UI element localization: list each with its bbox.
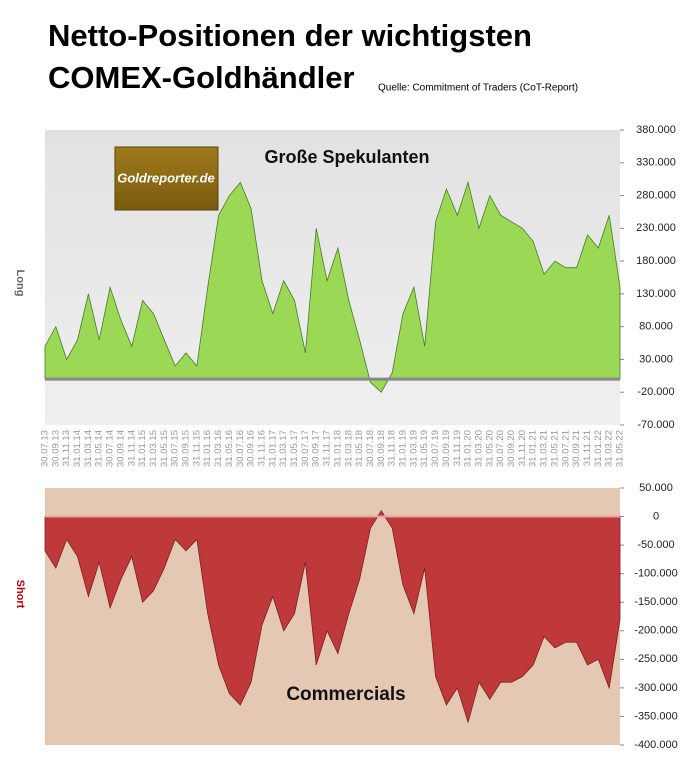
x-tick-label: 31.11.18 — [387, 430, 398, 466]
x-tick-label: 31.03.18 — [343, 430, 354, 467]
x-tick-label: 31.11.20 — [517, 430, 528, 466]
x-tick-label: 31.03.16 — [213, 430, 224, 467]
x-tick-label: 30.07.15 — [170, 430, 181, 467]
charts: 380.000 330.000 280.000 230.000 180.000 130.0… — [40, 124, 678, 751]
x-tick-label: 31.01.15 — [137, 430, 148, 467]
x-tick-label: 31.03.19 — [408, 430, 419, 467]
x-tick-label: 30.07.18 — [365, 430, 376, 467]
y-axis-label: Short — [14, 580, 26, 609]
y-tick-label: -350.000 — [634, 710, 677, 722]
annotation: Commercials — [286, 684, 405, 705]
y-tick-label: 380.000 — [636, 124, 676, 136]
chart-subtitle: COMEX-Goldhändler — [48, 60, 355, 95]
x-tick-label: 30.09.15 — [181, 430, 192, 467]
x-tick-label: 31.01.16 — [202, 430, 213, 467]
x-tick-label: 31.11.13 — [61, 430, 72, 466]
y-tick-label: 80.000 — [639, 321, 673, 333]
x-tick-label: 31.05.17 — [289, 430, 300, 467]
x-tick-label: 30.07.19 — [430, 430, 441, 467]
chart-title: Netto-Positionen der wichtigsten — [48, 18, 532, 53]
logo-box — [114, 146, 219, 211]
x-tick-label: 31.03.17 — [278, 430, 289, 467]
x-tick-label: 31.03.21 — [539, 430, 550, 467]
y-tick-label: 0 — [653, 510, 659, 522]
x-tick-label: 30.07.14 — [105, 430, 116, 467]
y-tick-label: 330.000 — [636, 157, 676, 169]
y-tick-label: 280.000 — [636, 189, 676, 201]
x-tick-label: 31.05.22 — [615, 430, 626, 467]
x-tick-label: 31.11.17 — [322, 430, 333, 466]
source: Quelle: Commitment of Traders (CoT-Repor… — [378, 83, 578, 94]
x-tick-label: 31.03.22 — [604, 430, 615, 467]
x-tick-label: 30.09.19 — [441, 430, 452, 467]
x-tick-label: 30.09.14 — [115, 430, 126, 467]
y-tick-label: 180.000 — [636, 255, 676, 267]
x-tick-label: 31.03.14 — [83, 430, 94, 467]
x-tick-label: 30.09.16 — [246, 430, 257, 467]
x-tick-label: 30.09.17 — [311, 430, 322, 467]
y-tick-label: 50.000 — [639, 482, 673, 494]
x-tick-label: 31.01.20 — [463, 430, 474, 467]
x-tick-label: 31.11.15 — [191, 430, 202, 466]
x-tick-label: 31.05.15 — [159, 430, 170, 467]
x-tick-label: 30.09.21 — [571, 430, 582, 467]
y-tick-label: 130.000 — [636, 288, 676, 300]
x-tick-label: 31.01.17 — [267, 430, 278, 467]
x-tick-label: 30.07.20 — [495, 430, 506, 467]
logo: Goldreporter.de — [117, 170, 215, 185]
y-tick-label: -250.000 — [634, 653, 677, 665]
area — [44, 180, 621, 393]
y-tick-label: -200.000 — [634, 625, 677, 637]
y-tick-label: -20.000 — [637, 386, 674, 398]
annotation: Große Spekulanten — [264, 147, 429, 167]
x-tick-label: 31.01.22 — [593, 430, 604, 467]
x-tick-label: 31.11.21 — [582, 430, 593, 466]
x-tick-label: 31.05.18 — [354, 430, 365, 467]
y-axis-label: Long — [14, 270, 26, 297]
y-tick-label: -300.000 — [634, 682, 677, 694]
x-tick-label: 30.07.16 — [235, 430, 246, 467]
y-tick-label: 230.000 — [636, 222, 676, 234]
x-tick-label: 31.01.14 — [72, 430, 83, 467]
x-tick-label: 30.09.13 — [50, 430, 61, 467]
x-tick-label: 30.09.20 — [506, 430, 517, 467]
x-tick-label: 31.11.16 — [257, 430, 268, 466]
x-tick-label: 31.01.18 — [332, 430, 343, 467]
x-tick-label: 30.07.17 — [300, 430, 311, 467]
y-tick-label: -150.000 — [634, 596, 677, 608]
x-tick-label: 31.03.20 — [474, 430, 485, 467]
x-tick-label: 30.07.21 — [560, 430, 571, 467]
x-tick-label: 31.05.19 — [419, 430, 430, 467]
x-tick-label: 31.11.19 — [452, 430, 463, 466]
x-tick-label: 31.01.19 — [398, 430, 409, 467]
area — [44, 510, 621, 724]
y-tick-label: 30.000 — [639, 353, 673, 365]
y-tick-label: -50.000 — [637, 539, 674, 551]
y-tick-label: -100.000 — [634, 568, 677, 580]
y-tick-label: -400.000 — [634, 739, 677, 751]
x-tick-label: 31.05.16 — [224, 430, 235, 467]
x-tick-label: 30.07.13 — [40, 430, 51, 467]
y-tick-label: -70.000 — [637, 419, 674, 431]
x-tick-label: 31.05.14 — [94, 430, 105, 467]
x-tick-label: 30.09.18 — [376, 430, 387, 467]
x-tick-label: 31.11.14 — [126, 430, 137, 466]
x-tick-label: 31.03.15 — [148, 430, 159, 467]
x-tick-label: 31.05.21 — [549, 430, 560, 467]
x-tick-label: 31.01.21 — [528, 430, 539, 467]
x-tick-label: 31.05.20 — [484, 430, 495, 467]
